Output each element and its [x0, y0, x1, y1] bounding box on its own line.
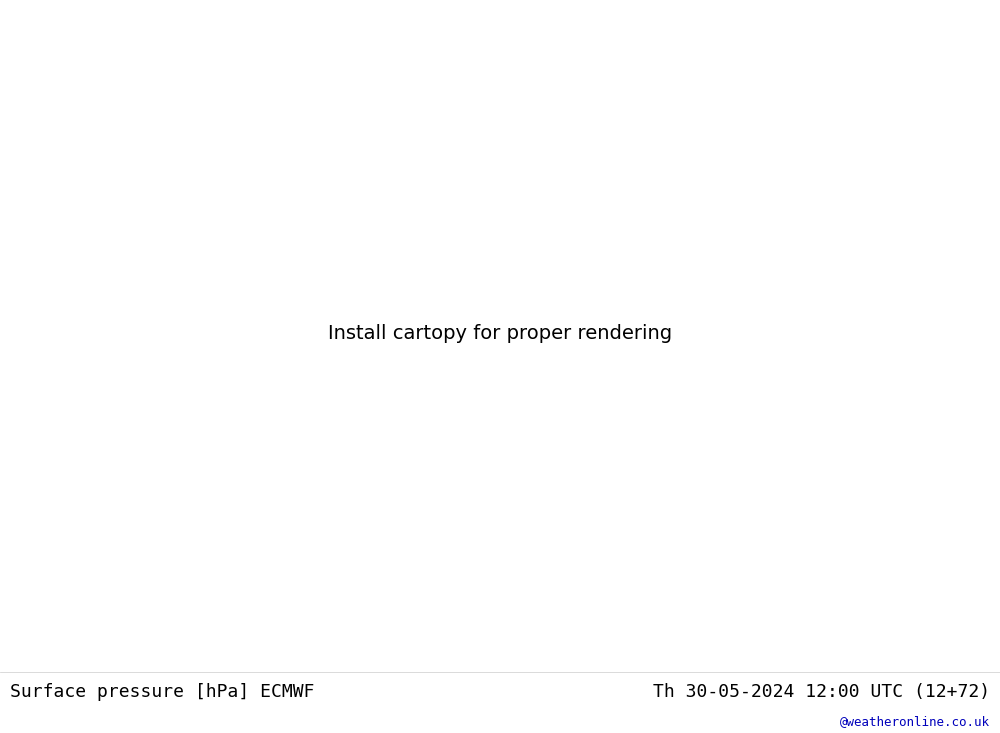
Text: Surface pressure [hPa] ECMWF: Surface pressure [hPa] ECMWF	[10, 683, 314, 701]
Text: @weatheronline.co.uk: @weatheronline.co.uk	[840, 715, 990, 728]
Text: Th 30-05-2024 12:00 UTC (12+72): Th 30-05-2024 12:00 UTC (12+72)	[653, 683, 990, 701]
Text: Install cartopy for proper rendering: Install cartopy for proper rendering	[328, 324, 672, 343]
